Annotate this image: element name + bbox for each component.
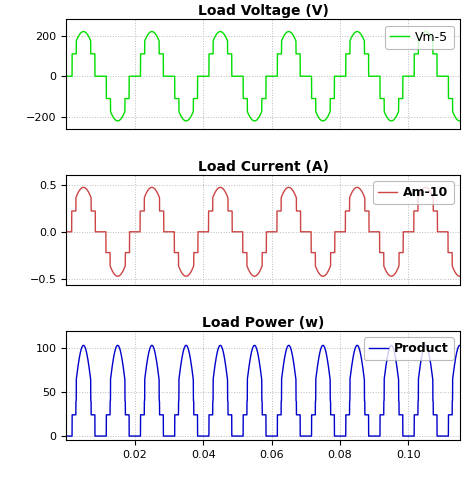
Vm-5 bbox=[64, 73, 69, 79]
Title: Load Current (A): Load Current (A) bbox=[198, 160, 328, 174]
Am-10 bbox=[316, 270, 322, 276]
Am-10 bbox=[457, 273, 463, 279]
Vm-5 bbox=[162, 73, 167, 79]
Am-10 bbox=[162, 229, 167, 235]
Product bbox=[345, 412, 351, 418]
Legend: Vm-5: Vm-5 bbox=[385, 26, 454, 48]
Product bbox=[250, 346, 255, 351]
Legend: Am-10: Am-10 bbox=[374, 182, 454, 204]
Vm-5 bbox=[301, 73, 307, 79]
Am-10 bbox=[301, 229, 307, 235]
Vm-5 bbox=[250, 117, 255, 123]
Am-10 bbox=[345, 208, 351, 214]
Title: Load Voltage (V): Load Voltage (V) bbox=[198, 4, 328, 18]
Product bbox=[301, 433, 307, 439]
Product bbox=[316, 354, 322, 360]
Vm-5 bbox=[457, 118, 463, 124]
Vm-5 bbox=[345, 51, 351, 57]
Line: Vm-5: Vm-5 bbox=[66, 31, 460, 121]
Am-10 bbox=[423, 184, 428, 190]
Line: Product: Product bbox=[66, 346, 460, 436]
Product bbox=[64, 433, 69, 439]
Product bbox=[431, 412, 437, 418]
Am-10 bbox=[64, 229, 69, 235]
Product bbox=[162, 433, 167, 439]
Vm-5 bbox=[316, 115, 322, 121]
Line: Am-10: Am-10 bbox=[66, 187, 460, 276]
Vm-5 bbox=[431, 51, 437, 57]
Vm-5 bbox=[423, 29, 428, 34]
Title: Load Power (w): Load Power (w) bbox=[202, 316, 324, 330]
Product bbox=[457, 343, 463, 348]
Am-10 bbox=[250, 272, 255, 278]
Legend: Product: Product bbox=[364, 337, 454, 360]
Am-10 bbox=[431, 208, 437, 214]
